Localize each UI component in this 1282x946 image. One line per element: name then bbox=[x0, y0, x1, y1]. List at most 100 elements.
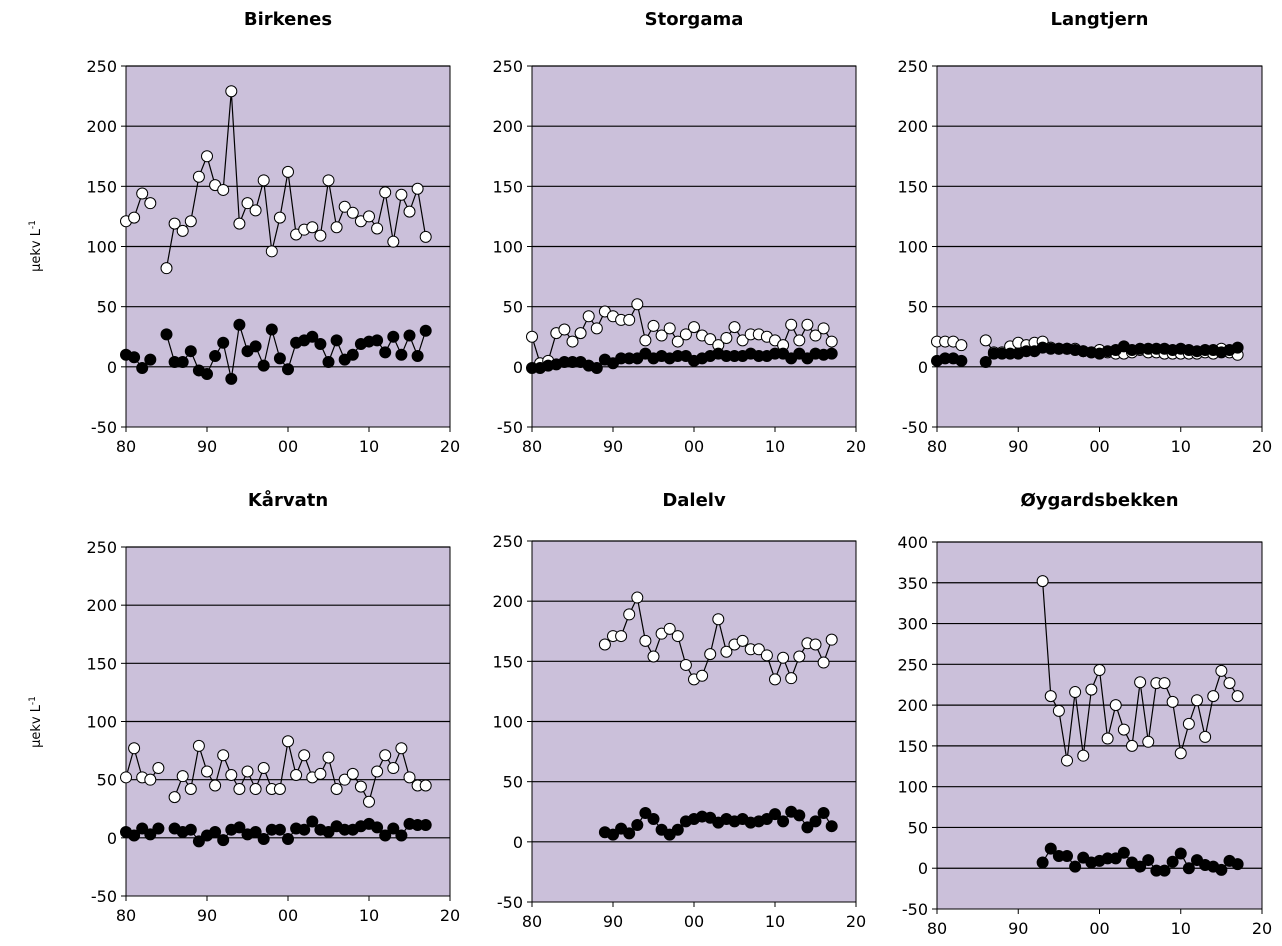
data-point-filled bbox=[395, 348, 408, 361]
data-point-open bbox=[225, 769, 238, 782]
data-point-open bbox=[712, 613, 725, 626]
y-tick-label: -50 bbox=[497, 418, 523, 437]
data-point-open bbox=[736, 334, 749, 347]
data-point-open bbox=[314, 229, 327, 242]
data-point-open bbox=[1223, 677, 1236, 690]
data-point-filled bbox=[136, 362, 149, 375]
data-point-open bbox=[1085, 683, 1098, 696]
x-tick-label: 90 bbox=[197, 906, 217, 925]
data-point-open bbox=[273, 211, 286, 224]
data-point-open bbox=[671, 630, 684, 643]
data-point-open bbox=[979, 334, 992, 347]
data-point-open bbox=[793, 334, 806, 347]
y-tick-label: 0 bbox=[513, 833, 523, 852]
data-point-open bbox=[825, 335, 838, 348]
data-point-filled bbox=[282, 363, 294, 376]
data-point-open bbox=[330, 782, 343, 795]
data-point-open bbox=[233, 782, 246, 795]
data-point-filled bbox=[809, 815, 822, 828]
y-tick-label: 100 bbox=[492, 713, 523, 732]
data-point-open bbox=[793, 650, 806, 663]
data-point-filled bbox=[1117, 846, 1130, 859]
y-tick-label: 50 bbox=[97, 298, 117, 317]
y-tick-label: 100 bbox=[492, 238, 523, 257]
data-point-filled bbox=[201, 368, 213, 381]
data-point-open bbox=[655, 329, 668, 342]
data-point-open bbox=[419, 230, 432, 243]
y-tick-label: 100 bbox=[86, 713, 117, 732]
data-point-open bbox=[1231, 690, 1244, 703]
data-point-filled bbox=[769, 808, 781, 821]
data-point-filled bbox=[379, 829, 392, 842]
data-point-filled bbox=[306, 330, 319, 343]
data-point-open bbox=[1207, 690, 1220, 703]
data-point-open bbox=[217, 183, 230, 196]
data-point-open bbox=[1101, 732, 1114, 745]
x-tick-label: 00 bbox=[1089, 437, 1109, 456]
data-point-open bbox=[558, 323, 571, 336]
y-tick-label: 50 bbox=[503, 298, 523, 317]
y-axis-label-superscript: -1 bbox=[28, 696, 38, 705]
data-point-open bbox=[120, 771, 132, 784]
data-point-open bbox=[379, 749, 392, 762]
data-point-filled bbox=[419, 819, 432, 832]
data-point-filled bbox=[801, 821, 814, 834]
y-tick-label: -50 bbox=[91, 887, 117, 906]
data-point-filled bbox=[371, 821, 384, 834]
data-point-open bbox=[720, 331, 733, 344]
y-tick-label: 150 bbox=[897, 737, 928, 756]
chart-title: Langtjern bbox=[1051, 9, 1149, 30]
x-tick-label: 90 bbox=[197, 437, 217, 456]
y-tick-label: 400 bbox=[897, 533, 928, 552]
data-point-open bbox=[273, 782, 286, 795]
x-tick-label: 00 bbox=[684, 912, 704, 931]
data-point-open bbox=[152, 762, 165, 775]
data-point-open bbox=[233, 217, 246, 230]
x-tick-label: 90 bbox=[603, 437, 623, 456]
data-point-open bbox=[1158, 677, 1171, 690]
data-point-open bbox=[825, 633, 838, 646]
y-tick-label: 0 bbox=[918, 358, 928, 377]
data-point-filled bbox=[647, 812, 660, 825]
data-point-filled bbox=[777, 815, 790, 828]
chart-panel-2: -50 0 50 100 150 200 250 80 90 00 10 20 Storgama bbox=[492, 9, 866, 456]
data-point-filled bbox=[233, 318, 246, 331]
data-point-open bbox=[314, 767, 327, 780]
data-point-filled bbox=[1142, 854, 1155, 867]
chart-title: Storgama bbox=[645, 9, 744, 30]
data-point-open bbox=[566, 335, 579, 348]
data-point-open bbox=[144, 773, 157, 786]
data-point-open bbox=[379, 186, 392, 199]
data-point-open bbox=[631, 591, 644, 604]
data-point-filled bbox=[1231, 858, 1244, 871]
data-point-open bbox=[290, 769, 303, 782]
data-point-filled bbox=[330, 334, 343, 347]
y-tick-label: 250 bbox=[86, 57, 117, 76]
data-point-open bbox=[363, 210, 375, 223]
data-point-open bbox=[395, 188, 408, 201]
y-tick-label: -50 bbox=[497, 893, 523, 912]
data-point-open bbox=[387, 235, 400, 248]
data-point-filled bbox=[1215, 863, 1228, 876]
data-point-open bbox=[371, 222, 384, 235]
data-point-open bbox=[346, 767, 359, 780]
data-point-open bbox=[306, 221, 319, 234]
data-point-open bbox=[1044, 690, 1057, 703]
data-point-open bbox=[257, 762, 270, 775]
y-tick-label: -50 bbox=[902, 900, 928, 919]
y-tick-label: 200 bbox=[86, 596, 117, 615]
data-point-filled bbox=[955, 354, 968, 367]
data-point-open bbox=[403, 771, 416, 784]
data-point-open bbox=[623, 608, 636, 621]
data-point-open bbox=[209, 779, 222, 792]
chart-panel-3: -50 0 50 100 150 200 250 80 90 00 10 20 Langtjern bbox=[897, 9, 1272, 456]
data-point-open bbox=[249, 782, 262, 795]
data-point-open bbox=[1117, 723, 1130, 736]
y-axis-label-superscript: -1 bbox=[28, 220, 38, 229]
data-point-filled bbox=[979, 356, 992, 369]
data-point-open bbox=[1109, 699, 1122, 712]
data-point-filled bbox=[419, 324, 432, 337]
x-tick-label: 80 bbox=[116, 437, 136, 456]
data-point-open bbox=[1077, 749, 1090, 762]
data-point-filled bbox=[1231, 341, 1244, 354]
